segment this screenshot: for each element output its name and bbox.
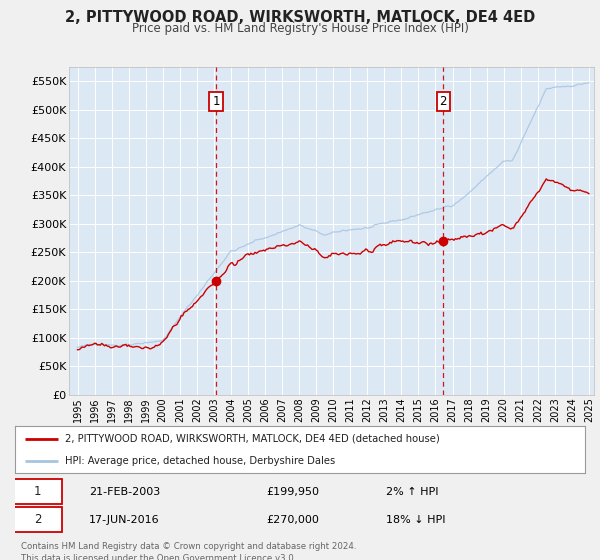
Text: Price paid vs. HM Land Registry's House Price Index (HPI): Price paid vs. HM Land Registry's House … [131,22,469,35]
FancyBboxPatch shape [14,507,62,533]
Text: 2: 2 [440,95,447,108]
Text: 2, PITTYWOOD ROAD, WIRKSWORTH, MATLOCK, DE4 4ED: 2, PITTYWOOD ROAD, WIRKSWORTH, MATLOCK, … [65,10,535,25]
Text: 21-FEB-2003: 21-FEB-2003 [89,487,160,497]
Text: 18% ↓ HPI: 18% ↓ HPI [386,515,445,525]
Text: 2, PITTYWOOD ROAD, WIRKSWORTH, MATLOCK, DE4 4ED (detached house): 2, PITTYWOOD ROAD, WIRKSWORTH, MATLOCK, … [65,434,440,444]
Text: £199,950: £199,950 [266,487,319,497]
Text: Contains HM Land Registry data © Crown copyright and database right 2024.
This d: Contains HM Land Registry data © Crown c… [21,542,356,560]
FancyBboxPatch shape [14,479,62,505]
Text: HPI: Average price, detached house, Derbyshire Dales: HPI: Average price, detached house, Derb… [65,456,335,466]
Text: £270,000: £270,000 [266,515,319,525]
Text: 17-JUN-2016: 17-JUN-2016 [89,515,160,525]
Text: 1: 1 [212,95,220,108]
Text: 2: 2 [34,513,41,526]
Text: 1: 1 [34,486,41,498]
Text: 2% ↑ HPI: 2% ↑ HPI [386,487,438,497]
